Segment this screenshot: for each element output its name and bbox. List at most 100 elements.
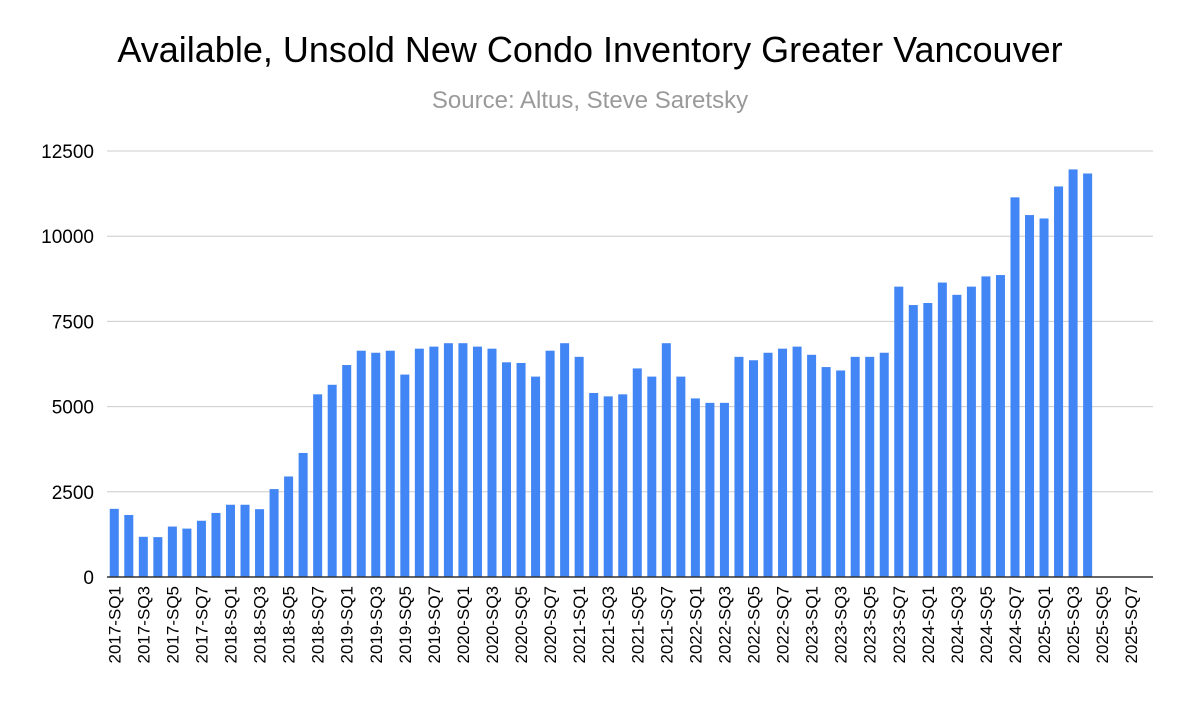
x-tick-label: 2019-SQ7 (425, 586, 444, 664)
gridlines (107, 150, 1153, 493)
bar-2020-SQ2 (472, 346, 482, 577)
bar-2022-SQ8 (792, 346, 802, 577)
bar-2024-SQ6 (995, 275, 1005, 577)
y-tick-label: 0 (83, 568, 94, 589)
x-tick-label: 2025-SQ5 (1093, 586, 1112, 664)
x-tick-label: 2020-SQ3 (483, 586, 502, 664)
x-tick-label: 2021-SQ7 (657, 586, 676, 664)
bar-2019-SQ8 (443, 343, 453, 577)
bar-2017-SQ6 (182, 528, 192, 577)
bar-2017-SQ4 (153, 537, 163, 577)
x-tick-label: 2017-SQ5 (163, 586, 182, 664)
bar-2022-SQ3 (719, 402, 729, 577)
bar-2022-SQ5 (748, 360, 758, 577)
bar-2023-SQ1 (807, 354, 817, 577)
x-tick-label: 2020-SQ5 (512, 586, 531, 664)
bar-2022-SQ1 (690, 398, 700, 577)
x-tick-label: 2022-SQ7 (774, 586, 793, 664)
bar-2017-SQ3 (138, 536, 148, 577)
bar-2018-SQ6 (298, 452, 308, 577)
bar-2023-SQ2 (821, 367, 831, 577)
x-tick-label: 2022-SQ1 (686, 586, 705, 664)
bar-2018-SQ5 (284, 476, 294, 577)
bar-2025-SQ4 (1083, 173, 1093, 577)
bar-2024-SQ5 (981, 276, 991, 577)
x-tick-label: 2020-SQ7 (541, 586, 560, 664)
x-tick-label: 2025-SQ7 (1122, 586, 1141, 664)
x-tick-label: 2018-SQ7 (309, 586, 328, 664)
bar-2018-SQ3 (255, 509, 265, 577)
bar-2020-SQ4 (502, 362, 512, 577)
bar-2017-SQ8 (211, 512, 221, 577)
bar-2019-SQ6 (414, 348, 424, 577)
x-tick-label: 2022-SQ5 (744, 586, 763, 664)
chart-title: Available, Unsold New Condo Inventory Gr… (117, 29, 1062, 70)
x-tick-label: 2018-SQ5 (280, 586, 299, 664)
bar-2019-SQ5 (400, 374, 410, 577)
bars (109, 169, 1093, 577)
bar-2017-SQ1 (109, 508, 119, 577)
bar-2022-SQ6 (763, 352, 773, 577)
bar-2019-SQ3 (371, 352, 381, 577)
bar-2025-SQ1 (1039, 218, 1049, 577)
x-tick-label: 2017-SQ3 (134, 586, 153, 664)
bar-2023-SQ3 (836, 370, 846, 577)
x-tick-label: 2023-SQ1 (803, 586, 822, 664)
bar-2020-SQ6 (531, 376, 541, 577)
x-axis-ticks: 2017-SQ1 2017-SQ3 2017-SQ5 2017-SQ7 2018-SQ1… (105, 586, 1141, 664)
x-tick-label: 2023-SQ5 (861, 586, 880, 664)
bar-2023-SQ7 (894, 286, 904, 577)
x-tick-label: 2021-SQ5 (628, 586, 647, 664)
bar-2023-SQ6 (879, 352, 889, 577)
x-tick-label: 2024-SQ5 (977, 586, 996, 664)
bar-2018-SQ2 (240, 504, 250, 577)
x-tick-label: 2025-SQ3 (1064, 586, 1083, 664)
x-tick-label: 2024-SQ7 (1006, 586, 1025, 664)
bar-2020-SQ7 (545, 350, 555, 577)
y-tick-label: 10000 (41, 227, 94, 248)
x-tick-label: 2021-SQ1 (570, 586, 589, 664)
bar-2024-SQ4 (966, 286, 976, 577)
bar-2022-SQ4 (734, 356, 744, 577)
bar-2020-SQ1 (458, 343, 468, 577)
bar-2021-SQ5 (632, 368, 642, 577)
bar-2018-SQ7 (313, 394, 323, 577)
x-tick-label: 2019-SQ5 (396, 586, 415, 664)
bar-2025-SQ3 (1068, 169, 1078, 577)
bar-2024-SQ8 (1025, 215, 1035, 577)
bar-2023-SQ4 (850, 356, 860, 577)
x-tick-label: 2019-SQ1 (338, 586, 357, 664)
x-tick-label: 2022-SQ3 (715, 586, 734, 664)
y-tick-label: 5000 (52, 398, 94, 419)
x-tick-label: 2024-SQ1 (919, 586, 938, 664)
bar-2025-SQ2 (1054, 186, 1064, 577)
chart-subtitle: Source: Altus, Steve Saretsky (432, 87, 748, 114)
bar-2020-SQ8 (560, 343, 570, 577)
bar-2024-SQ2 (937, 282, 947, 577)
bar-2023-SQ5 (865, 356, 875, 577)
x-tick-label: 2017-SQ7 (192, 586, 211, 664)
x-tick-label: 2019-SQ3 (367, 586, 386, 664)
bar-2017-SQ5 (167, 526, 177, 577)
bar-2019-SQ1 (342, 365, 352, 577)
bar-2021-SQ8 (676, 376, 686, 577)
x-tick-label: 2021-SQ3 (599, 586, 618, 664)
x-tick-label: 2017-SQ1 (105, 586, 124, 664)
bar-2022-SQ7 (778, 348, 788, 577)
x-tick-label: 2018-SQ3 (251, 586, 270, 664)
y-tick-label: 7500 (52, 312, 94, 333)
bar-2020-SQ5 (516, 362, 526, 577)
x-tick-label: 2023-SQ7 (890, 586, 909, 664)
bar-2021-SQ4 (618, 394, 628, 577)
bar-2023-SQ8 (908, 305, 918, 577)
y-axis-ticks: 0 2500 5000 7500 10000 12500 (41, 142, 94, 589)
bar-2017-SQ7 (196, 520, 206, 577)
x-tick-label: 2025-SQ1 (1035, 586, 1054, 664)
bar-2022-SQ2 (705, 402, 715, 577)
x-tick-label: 2020-SQ1 (454, 586, 473, 664)
x-tick-label: 2024-SQ3 (948, 586, 967, 664)
bar-2024-SQ3 (952, 294, 962, 577)
bar-2021-SQ2 (589, 392, 599, 577)
bar-2024-SQ7 (1010, 197, 1020, 577)
